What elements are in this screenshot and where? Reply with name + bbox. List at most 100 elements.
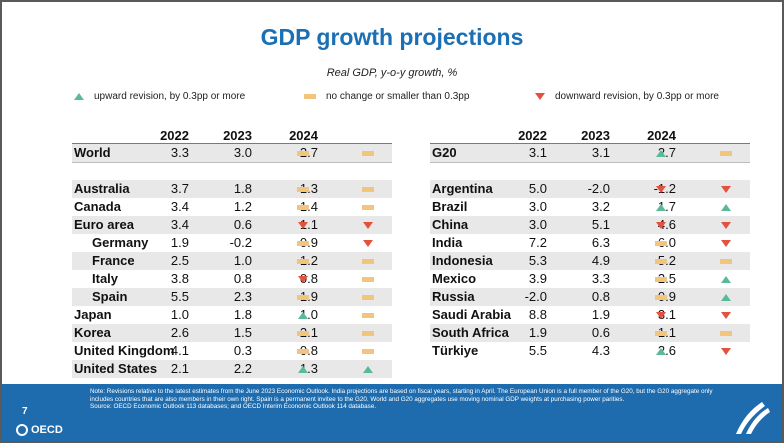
up-triangle-icon	[721, 293, 731, 301]
up-triangle-icon	[656, 149, 666, 157]
down-triangle-icon	[721, 347, 731, 355]
row-label: Brazil	[432, 199, 468, 214]
flat-bar-icon	[297, 204, 309, 210]
down-triangle-icon	[298, 221, 308, 229]
flat-bar-icon	[362, 258, 374, 264]
row-label: Australia	[74, 181, 130, 196]
revision-mark	[719, 180, 733, 198]
row-label: United States	[74, 361, 158, 376]
table-row: Italy 3.8 0.8 0.8	[72, 270, 392, 288]
down-triangle-icon	[656, 311, 666, 319]
flat-bar-icon	[655, 276, 667, 282]
value-cell: 3.0	[233, 145, 252, 160]
flat-bar-icon	[720, 150, 732, 156]
footnote-source: Source: OECD Economic Outlook 113 databa…	[90, 403, 377, 411]
revision-mark	[654, 252, 668, 270]
revision-mark	[361, 234, 375, 252]
value-cell: 3.9	[528, 271, 547, 286]
flat-bar-icon	[362, 204, 374, 210]
value-cell: 3.0	[528, 217, 547, 232]
row-label: Euro area	[74, 217, 134, 232]
up-triangle-icon	[298, 311, 308, 319]
value-cell: 3.3	[170, 145, 189, 160]
revision-mark	[654, 288, 668, 306]
revision-mark	[296, 324, 310, 342]
revision-mark	[719, 198, 733, 216]
revision-mark	[296, 288, 310, 306]
flat-bar-icon	[655, 258, 667, 264]
flat-bar-icon	[297, 240, 309, 246]
revision-mark	[296, 270, 310, 288]
row-divider	[72, 162, 392, 180]
value-cell: 3.4	[170, 199, 189, 214]
value-cell: 0.3	[233, 343, 252, 358]
up-triangle-icon	[298, 365, 308, 373]
row-label: United Kingdom	[74, 343, 175, 358]
flat-bar-icon	[362, 294, 374, 300]
column-header: 2022	[518, 128, 547, 143]
revision-mark	[296, 342, 310, 360]
revision-mark	[719, 144, 733, 162]
legend-down-label: downward revision, by 0.3pp or more	[555, 91, 719, 102]
revision-mark	[719, 342, 733, 360]
row-label: Korea	[74, 325, 111, 340]
flat-bar-icon	[297, 294, 309, 300]
globe-icon	[16, 424, 28, 436]
revision-mark	[719, 252, 733, 270]
legend-flat-label: no change or smaller than 0.3pp	[326, 91, 470, 102]
revision-mark	[361, 288, 375, 306]
flat-bar-icon	[362, 330, 374, 336]
row-label: Germany	[92, 235, 149, 250]
table-row: United States 2.1 2.2 1.3	[72, 360, 392, 378]
revision-mark	[361, 144, 375, 162]
revision-mark	[654, 234, 668, 252]
flat-bar-icon	[362, 276, 374, 282]
value-cell: 7.2	[528, 235, 547, 250]
revision-mark	[654, 270, 668, 288]
value-cell: 5.5	[170, 289, 189, 304]
up-triangle-icon	[656, 203, 666, 211]
value-cell: -2.0	[524, 289, 547, 304]
up-triangle-icon	[363, 365, 373, 373]
flat-bar-icon	[655, 294, 667, 300]
value-cell: 2.6	[170, 325, 189, 340]
value-cell: 0.6	[233, 217, 252, 232]
revision-mark	[361, 180, 375, 198]
flat-bar-icon	[720, 330, 732, 336]
down-triangle-icon	[721, 239, 731, 247]
table-row: Saudi Arabia 8.8 1.9 3.1	[430, 306, 750, 324]
flat-bar-icon	[362, 312, 374, 318]
row-label: Spain	[92, 289, 128, 304]
table-left: 202220232024World3.33.02.7Australia3.71.…	[72, 126, 392, 378]
column-header: 2024	[289, 128, 318, 143]
column-header: 2023	[581, 128, 610, 143]
value-cell: 3.1	[591, 145, 610, 160]
value-cell: 1.2	[233, 199, 252, 214]
flat-bar-icon	[297, 330, 309, 336]
value-cell: 1.0	[170, 307, 189, 322]
revision-mark	[654, 216, 668, 234]
value-cell: 1.9	[591, 307, 610, 322]
row-label: Argentina	[432, 181, 493, 196]
revision-mark	[361, 324, 375, 342]
value-cell: 3.7	[170, 181, 189, 196]
flat-bar-icon	[655, 330, 667, 336]
flat-bar-icon	[297, 186, 309, 192]
table-right: 2022 2023 2024 G20 3.1 3.1 2.7 Argentina 5.0 -2.0…	[430, 126, 750, 360]
revision-mark	[361, 198, 375, 216]
flat-bar-icon	[297, 348, 309, 354]
down-triangle-icon	[535, 93, 545, 100]
flat-bar-icon	[297, 150, 309, 156]
value-cell: 4.3	[591, 343, 610, 358]
row-label: World	[74, 145, 111, 160]
value-cell: 3.4	[170, 217, 189, 232]
row-label: Türkiye	[432, 343, 479, 358]
revision-mark	[654, 342, 668, 360]
flat-bar-icon	[362, 150, 374, 156]
value-cell: -0.2	[229, 235, 252, 250]
